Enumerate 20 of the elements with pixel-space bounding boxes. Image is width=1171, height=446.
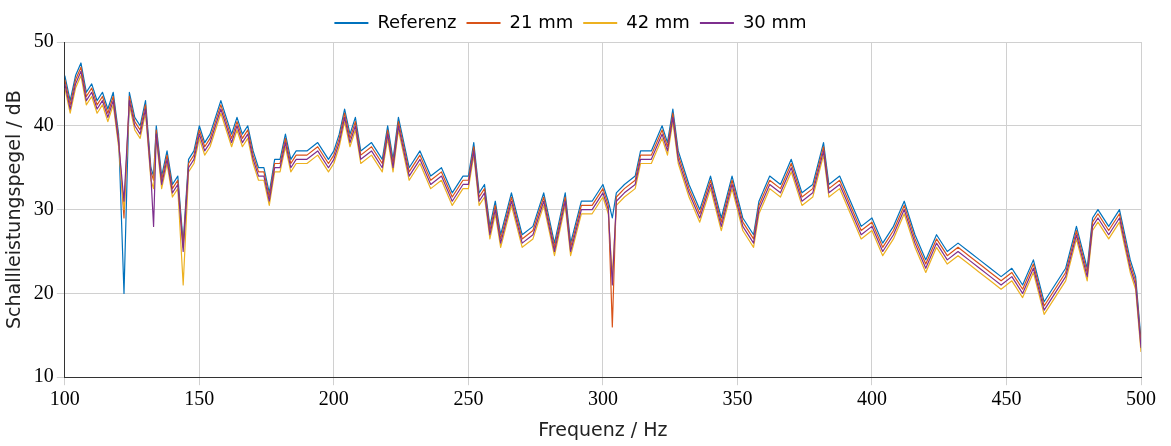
x-axis-title: Frequenz / Hz [538,417,668,440]
legend-label: 21 mm [509,10,574,32]
x-tick-label: 450 [991,387,1022,410]
y-axis-title: Schallleistungspegel / dB [2,90,25,329]
x-tick-label: 500 [1126,387,1156,410]
y-tick-label: 10 [33,364,54,387]
x-tick-label: 250 [453,387,484,410]
x-tick-label: 300 [587,387,618,410]
x-tick-label: 100 [49,387,80,410]
x-tick-label: 350 [722,387,753,410]
x-tick-label: 200 [318,387,349,410]
x-tick-label: 150 [184,387,215,410]
y-tick-label: 40 [33,113,54,136]
legend-label: Referenz [377,10,457,32]
y-tick-label: 50 [33,29,54,52]
legend-label: 42 mm [626,10,690,32]
y-tick-label: 30 [33,196,54,219]
x-tick-label: 400 [856,387,887,410]
legend-label: 30 mm [742,10,807,32]
y-tick-label: 20 [33,280,54,303]
